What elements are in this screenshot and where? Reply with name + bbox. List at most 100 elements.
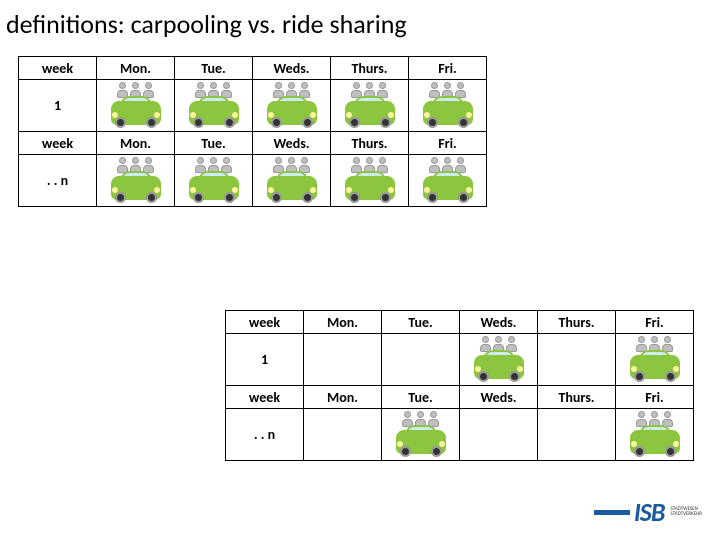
- empty-cell: [304, 409, 382, 461]
- car-with-people-icon: [264, 159, 320, 203]
- row-label: 1: [226, 334, 304, 386]
- table-row: . . n: [19, 155, 487, 207]
- person-icon: [351, 157, 362, 173]
- person-icon: [429, 157, 440, 173]
- col-thu: Thurs.: [538, 386, 616, 409]
- person-icon: [221, 82, 232, 98]
- car-cell: [616, 409, 694, 461]
- person-icon: [143, 82, 154, 98]
- col-week: week: [19, 57, 97, 80]
- isb-logo: ISB STADTWESEN STADTVERKEHR: [594, 496, 702, 528]
- car-with-people-icon: [342, 84, 398, 128]
- car-with-people-icon: [186, 159, 242, 203]
- person-icon: [377, 82, 388, 98]
- empty-cell: [304, 334, 382, 386]
- person-icon: [195, 157, 206, 173]
- col-thu: Thurs.: [331, 132, 409, 155]
- col-tue: Tue.: [175, 132, 253, 155]
- car-cell: [331, 155, 409, 207]
- table-header-row: week Mon. Tue. Weds. Thurs. Fri.: [226, 311, 694, 334]
- car-cell: [382, 409, 460, 461]
- col-week: week: [226, 311, 304, 334]
- col-thu: Thurs.: [331, 57, 409, 80]
- car-with-people-icon: [627, 338, 683, 382]
- col-wed: Weds.: [253, 57, 331, 80]
- col-mon: Mon.: [97, 57, 175, 80]
- car-with-people-icon: [420, 84, 476, 128]
- person-icon: [428, 411, 439, 427]
- col-tue: Tue.: [175, 57, 253, 80]
- table-header-row: week Mon. Tue. Weds. Thurs. Fri.: [226, 386, 694, 409]
- col-fri: Fri.: [409, 132, 487, 155]
- car-cell: [175, 80, 253, 132]
- car-with-people-icon: [342, 159, 398, 203]
- person-icon: [299, 157, 310, 173]
- person-icon: [351, 82, 362, 98]
- table-row: 1: [19, 80, 487, 132]
- row-label: . . n: [226, 409, 304, 461]
- empty-cell: [538, 334, 616, 386]
- empty-cell: [460, 409, 538, 461]
- col-fri: Fri.: [616, 386, 694, 409]
- col-thu: Thurs.: [538, 311, 616, 334]
- person-icon: [117, 82, 128, 98]
- col-wed: Weds.: [253, 132, 331, 155]
- car-with-people-icon: [108, 84, 164, 128]
- person-icon: [195, 82, 206, 98]
- logo-sub2: STADTVERKEHR: [670, 512, 702, 517]
- empty-cell: [538, 409, 616, 461]
- row-label: . . n: [19, 155, 97, 207]
- col-week: week: [226, 386, 304, 409]
- car-cell: [253, 80, 331, 132]
- table-header-row: week Mon. Tue. Weds. Thurs. Fri.: [19, 132, 487, 155]
- person-icon: [377, 157, 388, 173]
- col-week: week: [19, 132, 97, 155]
- table-row: . . n: [226, 409, 694, 461]
- person-icon: [636, 336, 647, 352]
- person-icon: [506, 336, 517, 352]
- logo-text: ISB: [634, 496, 665, 528]
- person-icon: [636, 411, 647, 427]
- person-icon: [429, 82, 440, 98]
- logo-dash-icon: [594, 510, 630, 515]
- car-cell: [253, 155, 331, 207]
- person-icon: [455, 82, 466, 98]
- car-with-people-icon: [420, 159, 476, 203]
- col-mon: Mon.: [304, 386, 382, 409]
- table-row: 1: [226, 334, 694, 386]
- car-with-people-icon: [264, 84, 320, 128]
- person-icon: [455, 157, 466, 173]
- person-icon: [117, 157, 128, 173]
- car-with-people-icon: [393, 413, 449, 457]
- car-with-people-icon: [627, 413, 683, 457]
- logo-subtext: STADTWESEN STADTVERKEHR: [668, 507, 702, 517]
- col-fri: Fri.: [409, 57, 487, 80]
- col-mon: Mon.: [304, 311, 382, 334]
- car-with-people-icon: [471, 338, 527, 382]
- car-with-people-icon: [186, 84, 242, 128]
- car-cell: [97, 80, 175, 132]
- person-icon: [299, 82, 310, 98]
- row-label: 1: [19, 80, 97, 132]
- page-title: definitions: carpooling vs. ride sharing: [0, 0, 720, 58]
- car-cell: [616, 334, 694, 386]
- person-icon: [273, 82, 284, 98]
- empty-cell: [382, 334, 460, 386]
- col-fri: Fri.: [616, 311, 694, 334]
- car-cell: [460, 334, 538, 386]
- person-icon: [662, 411, 673, 427]
- col-wed: Weds.: [460, 311, 538, 334]
- car-cell: [175, 155, 253, 207]
- person-icon: [143, 157, 154, 173]
- table-header-row: week Mon. Tue. Weds. Thurs. Fri.: [19, 57, 487, 80]
- col-wed: Weds.: [460, 386, 538, 409]
- car-cell: [97, 155, 175, 207]
- person-icon: [662, 336, 673, 352]
- carpooling-table: week Mon. Tue. Weds. Thurs. Fri. 1 week …: [18, 56, 487, 207]
- car-cell: [331, 80, 409, 132]
- person-icon: [402, 411, 413, 427]
- person-icon: [221, 157, 232, 173]
- ridesharing-table: week Mon. Tue. Weds. Thurs. Fri. 1 week …: [225, 310, 694, 461]
- car-with-people-icon: [108, 159, 164, 203]
- person-icon: [273, 157, 284, 173]
